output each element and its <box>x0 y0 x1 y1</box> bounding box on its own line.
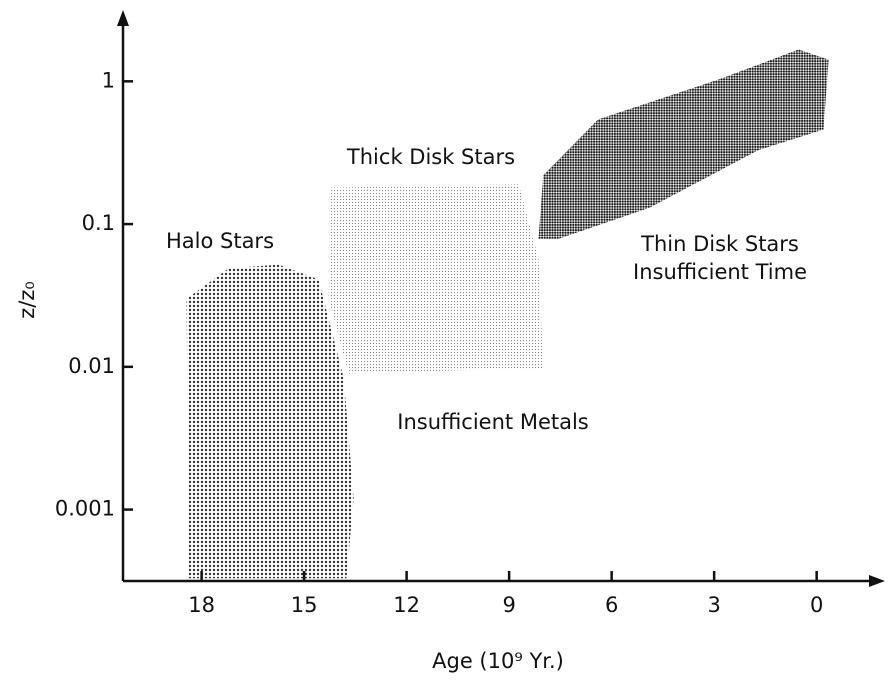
x-tick-label: 6 <box>605 593 618 617</box>
x-axis-label: Age (10⁹ Yr.) <box>432 649 564 673</box>
region <box>328 184 544 374</box>
region <box>186 264 354 579</box>
y-axis-label: z/z₀ <box>15 281 39 319</box>
region-label: Thick Disk Stars <box>346 145 515 169</box>
x-tick-label: 12 <box>393 593 420 617</box>
annotation: Insufficient Metals <box>397 410 589 434</box>
x-tick-label: 9 <box>502 593 515 617</box>
x-tick-label: 18 <box>188 593 215 617</box>
region-label: Thin Disk Stars <box>640 232 799 256</box>
x-axis-arrow <box>869 575 885 587</box>
x-tick-label: 15 <box>291 593 318 617</box>
annotation: Insufficient Time <box>633 260 807 284</box>
y-tick-label: 1 <box>102 68 115 92</box>
region-label: Halo Stars <box>166 229 274 253</box>
y-tick-label: 0.01 <box>68 354 115 378</box>
y-tick-label: 0.1 <box>82 211 115 235</box>
x-tick-label: 0 <box>810 593 823 617</box>
y-tick-label: 0.001 <box>55 497 115 521</box>
x-tick-label: 3 <box>707 593 720 617</box>
region <box>538 49 829 239</box>
y-axis-arrow <box>117 10 129 26</box>
